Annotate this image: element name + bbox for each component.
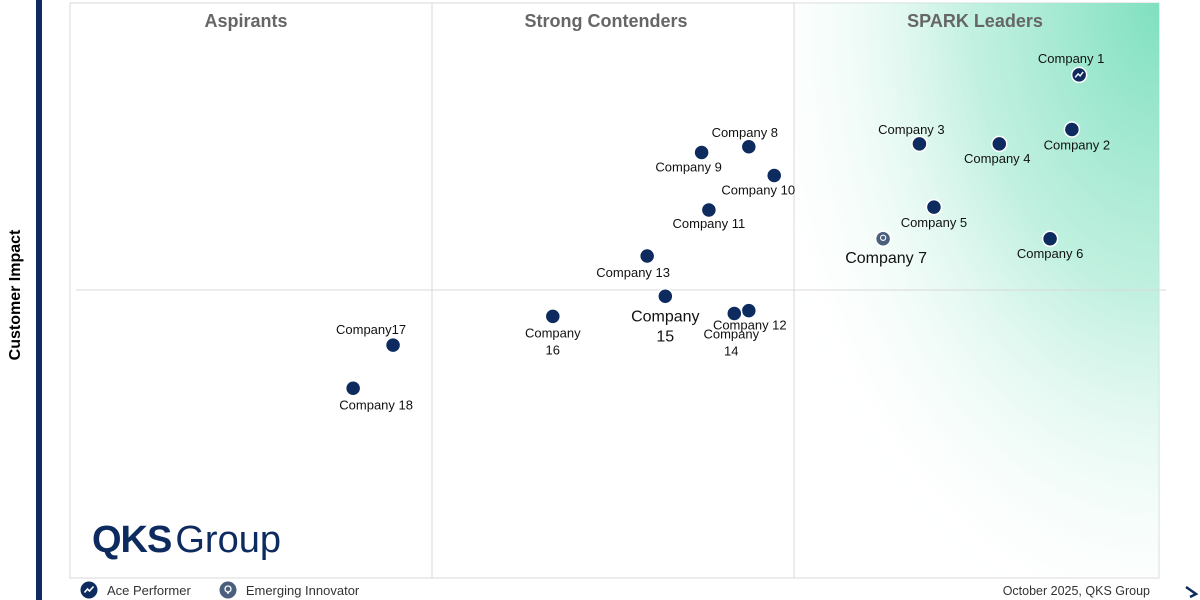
emerging-innovator-icon [219,581,237,599]
point-label: Company 16 [525,325,581,357]
point-label: Company 8 [712,125,778,140]
y-axis-label: Customer Impact [7,229,24,361]
point-label: Company 13 [596,265,670,280]
ace-performer-icon [80,581,98,599]
point-label: Company 9 [655,160,721,175]
point-marker [874,230,892,247]
ace-performer-icon [1074,71,1084,78]
point-label: Company17 [336,322,406,337]
point-label: Company 15 [631,308,699,345]
data-point: Company 4 [964,135,1031,166]
point-marker [991,135,1008,153]
point-label: Company 14 [703,327,759,359]
data-point: Company 16 [525,308,581,357]
data-point: Company17 [336,322,406,354]
point-marker [638,247,656,265]
data-point: Company 15 [631,288,700,345]
data-point: Company 5 [901,198,967,230]
data-point: Company 10 [721,167,795,198]
point-marker [700,201,718,219]
point-marker [740,138,758,155]
point-marker [740,302,758,319]
data-point: Company 3 [878,122,945,153]
header-spark-leaders: SPARK Leaders [907,11,1043,31]
point-marker [911,135,928,153]
point-label: Company 2 [1044,138,1110,153]
point-label: Company 7 [845,250,927,267]
legend-item-ace: Ace Performer [80,581,191,599]
qks-group-logo: QKS Group [92,518,281,562]
point-marker [1063,121,1081,138]
emerging-innovator-icon [879,234,887,241]
legend: Ace Performer Emerging Innovator [80,580,387,600]
point-marker [544,308,562,325]
data-point: Company 2 [1044,121,1110,153]
data-point: Company 18 [339,380,413,412]
point-marker [657,288,674,305]
point-label: Company 12 [713,318,787,333]
point-label: Company 18 [339,397,413,412]
point-marker [384,336,402,354]
point-label: Company 10 [721,183,795,198]
header-strong-contenders: Strong Contenders [524,11,687,31]
point-marker [765,167,783,184]
data-point: Company 7 [845,230,927,267]
logo-part-group: Group [175,519,281,561]
y-axis-bar [36,0,42,600]
point-label: Company 5 [901,215,967,230]
legend-label-ace: Ace Performer [107,582,191,598]
data-point: Company 8 [712,125,778,155]
point-label: Company 1 [1038,51,1104,66]
corner-arrow-icon [1185,586,1198,598]
legend-label-emerging: Emerging Innovator [245,582,360,598]
point-marker [925,198,943,216]
logo-part-qks: QKS [92,519,172,561]
data-point: Company 11 [673,201,746,231]
point-marker [344,380,362,397]
footer-date: October 2025, QKS Group [1002,584,1150,598]
data-point: Company 6 [1017,230,1083,261]
point-label: Company 6 [1017,246,1083,261]
point-marker [726,305,743,322]
point-marker [693,144,710,161]
data-point: Company 14 [703,305,760,359]
data-point: Company 13 [596,247,670,280]
legend-item-emerging: Emerging Innovator [219,581,359,599]
data-point: Company 1 [1038,51,1104,84]
point-label: Company 3 [878,122,944,137]
points-layer: Company 1 Company 2 Company 3 Company 4 Comp… [336,51,1110,412]
point-label: Company 11 [673,216,746,231]
header-aspirants: Aspirants [204,11,287,31]
point-marker [1041,230,1059,247]
data-point: Company 9 [655,144,722,175]
point-label: Company 4 [964,151,1030,166]
data-point: Company 12 [713,302,787,333]
